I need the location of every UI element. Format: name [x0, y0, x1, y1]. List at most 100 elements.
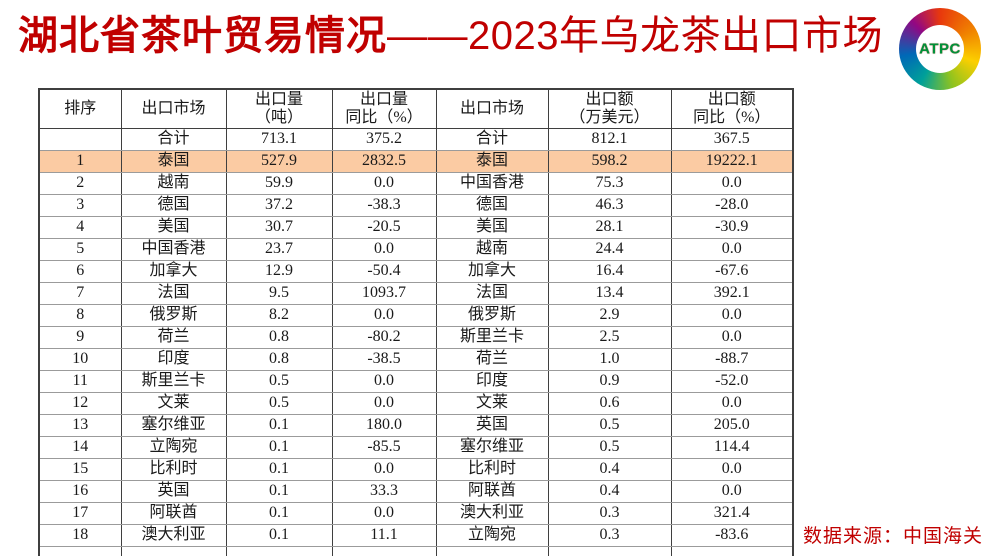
table-row: 12 文莱 0.5 0.0 文莱 0.6 0.0 [38, 392, 794, 415]
title-main: 湖北省茶叶贸易情况 [18, 14, 387, 58]
table-cell: 6 [38, 260, 122, 283]
table-cell: 33.3 [331, 480, 437, 503]
table-cell [225, 546, 333, 556]
table-cell: 0.0 [331, 172, 437, 195]
table-cell: 75.3 [547, 172, 672, 195]
table-cell: 0.8 [225, 348, 333, 371]
table-cell: 斯里兰卡 [120, 370, 227, 393]
table-cell: 7 [38, 282, 122, 305]
table-cell: 0.0 [670, 392, 794, 415]
table-cell: 0.6 [547, 392, 672, 415]
table-cell: 527.9 [225, 150, 333, 173]
table-row: 2 越南 59.9 0.0 中国香港 75.3 0.0 [38, 172, 794, 195]
table-cell [547, 546, 672, 556]
table-row: 3 德国 37.2 -38.3 德国 46.3 -28.0 [38, 194, 794, 217]
table-cell: 文莱 [435, 392, 549, 415]
table-cell: 荷兰 [435, 348, 549, 371]
column-header: 出口量 （吨） [225, 88, 333, 129]
table-cell: 立陶宛 [120, 436, 227, 459]
table-cell: 114.4 [670, 436, 794, 459]
table-cell: 321.4 [670, 502, 794, 525]
table-cell: -50.4 [331, 260, 437, 283]
table-cell: 德国 [435, 194, 549, 217]
table-cell: 10 [38, 348, 122, 371]
table-cell: 阿联酋 [120, 502, 227, 525]
table-cell: 59.9 [225, 172, 333, 195]
table-cell: 合计 [120, 128, 227, 151]
table-cell: 0.1 [225, 480, 333, 503]
table-cell: 180.0 [331, 414, 437, 437]
column-header: 出口额 （万美元） [547, 88, 672, 129]
table-cell: 0.0 [331, 370, 437, 393]
table-cell [38, 128, 122, 151]
table-cell: 18 [38, 524, 122, 547]
table-cell: 3 [38, 194, 122, 217]
table-cell [670, 546, 794, 556]
table-cell: 0.0 [670, 238, 794, 261]
column-header: 出口量 同比（%） [331, 88, 437, 129]
table-row: 1 泰国 527.9 2832.5 泰国 598.2 19222.1 [38, 150, 794, 173]
table-cell: 法国 [120, 282, 227, 305]
table-cell: 0.0 [331, 304, 437, 327]
table-cell: 14 [38, 436, 122, 459]
column-header: 出口额 同比（%） [670, 88, 794, 129]
atpc-logo: ATPC [899, 8, 981, 90]
table-cell: 0.5 [547, 414, 672, 437]
table-cell: 加拿大 [435, 260, 549, 283]
table-cell: 印度 [435, 370, 549, 393]
table-cell: 中国香港 [120, 238, 227, 261]
table-cell: 0.1 [225, 524, 333, 547]
table-cell: 13 [38, 414, 122, 437]
table-cell: 11 [38, 370, 122, 393]
table-cell: -67.6 [670, 260, 794, 283]
table-cell: 0.1 [225, 502, 333, 525]
table-cell: 0.0 [670, 172, 794, 195]
column-header: 排序 [38, 88, 122, 129]
table-cell: 713.1 [225, 128, 333, 151]
table-cell: 0.1 [225, 414, 333, 437]
table-cell: 2.9 [547, 304, 672, 327]
table-row: 7 法国 9.5 1093.7 法国 13.4 392.1 [38, 282, 794, 305]
table-cell: -52.0 [670, 370, 794, 393]
table-cell: -38.3 [331, 194, 437, 217]
column-header: 出口市场 [435, 88, 549, 129]
table-cell: 0.3 [547, 502, 672, 525]
table-cell: -20.5 [331, 216, 437, 239]
table-cell: 2.5 [547, 326, 672, 349]
table-cell: 0.5 [547, 436, 672, 459]
table-cell: 812.1 [547, 128, 672, 151]
table-cell: 泰国 [120, 150, 227, 173]
table-cell: 12 [38, 392, 122, 415]
table-cell: -85.5 [331, 436, 437, 459]
title-sub: ——2023年乌龙茶出口市场 [387, 14, 883, 58]
table-cell: 0.0 [331, 502, 437, 525]
table-cell: 比利时 [120, 458, 227, 481]
table-row: 5 中国香港 23.7 0.0 越南 24.4 0.0 [38, 238, 794, 261]
table-cell: 立陶宛 [435, 524, 549, 547]
table-cell: 205.0 [670, 414, 794, 437]
table-cell: 30.7 [225, 216, 333, 239]
table-cell: 1.0 [547, 348, 672, 371]
table-cell: 0.4 [547, 480, 672, 503]
header-row: 排序 出口市场 出口量 （吨） 出口量 同比（%） 出口市场 出口额 （万美元） 出口额 同… [38, 88, 794, 129]
table-cell [120, 546, 227, 556]
table-cell: 越南 [435, 238, 549, 261]
table-cell: -83.6 [670, 524, 794, 547]
table-cell: 24.4 [547, 238, 672, 261]
table-cell: 8 [38, 304, 122, 327]
table-cell: 荷兰 [120, 326, 227, 349]
table-cell: 英国 [120, 480, 227, 503]
table-cell: 俄罗斯 [435, 304, 549, 327]
table-cell: 13.4 [547, 282, 672, 305]
table-cell: 英国 [435, 414, 549, 437]
table-cell: 0.9 [547, 370, 672, 393]
table-cell: 0.1 [225, 436, 333, 459]
table-row: 17 阿联酋 0.1 0.0 澳大利亚 0.3 321.4 [38, 502, 794, 525]
table-cell: 375.2 [331, 128, 437, 151]
table-cell: 0.0 [670, 480, 794, 503]
table-cell: 0.0 [670, 304, 794, 327]
table-cell: 8.2 [225, 304, 333, 327]
table-cell: -30.9 [670, 216, 794, 239]
table-cell: 塞尔维亚 [435, 436, 549, 459]
